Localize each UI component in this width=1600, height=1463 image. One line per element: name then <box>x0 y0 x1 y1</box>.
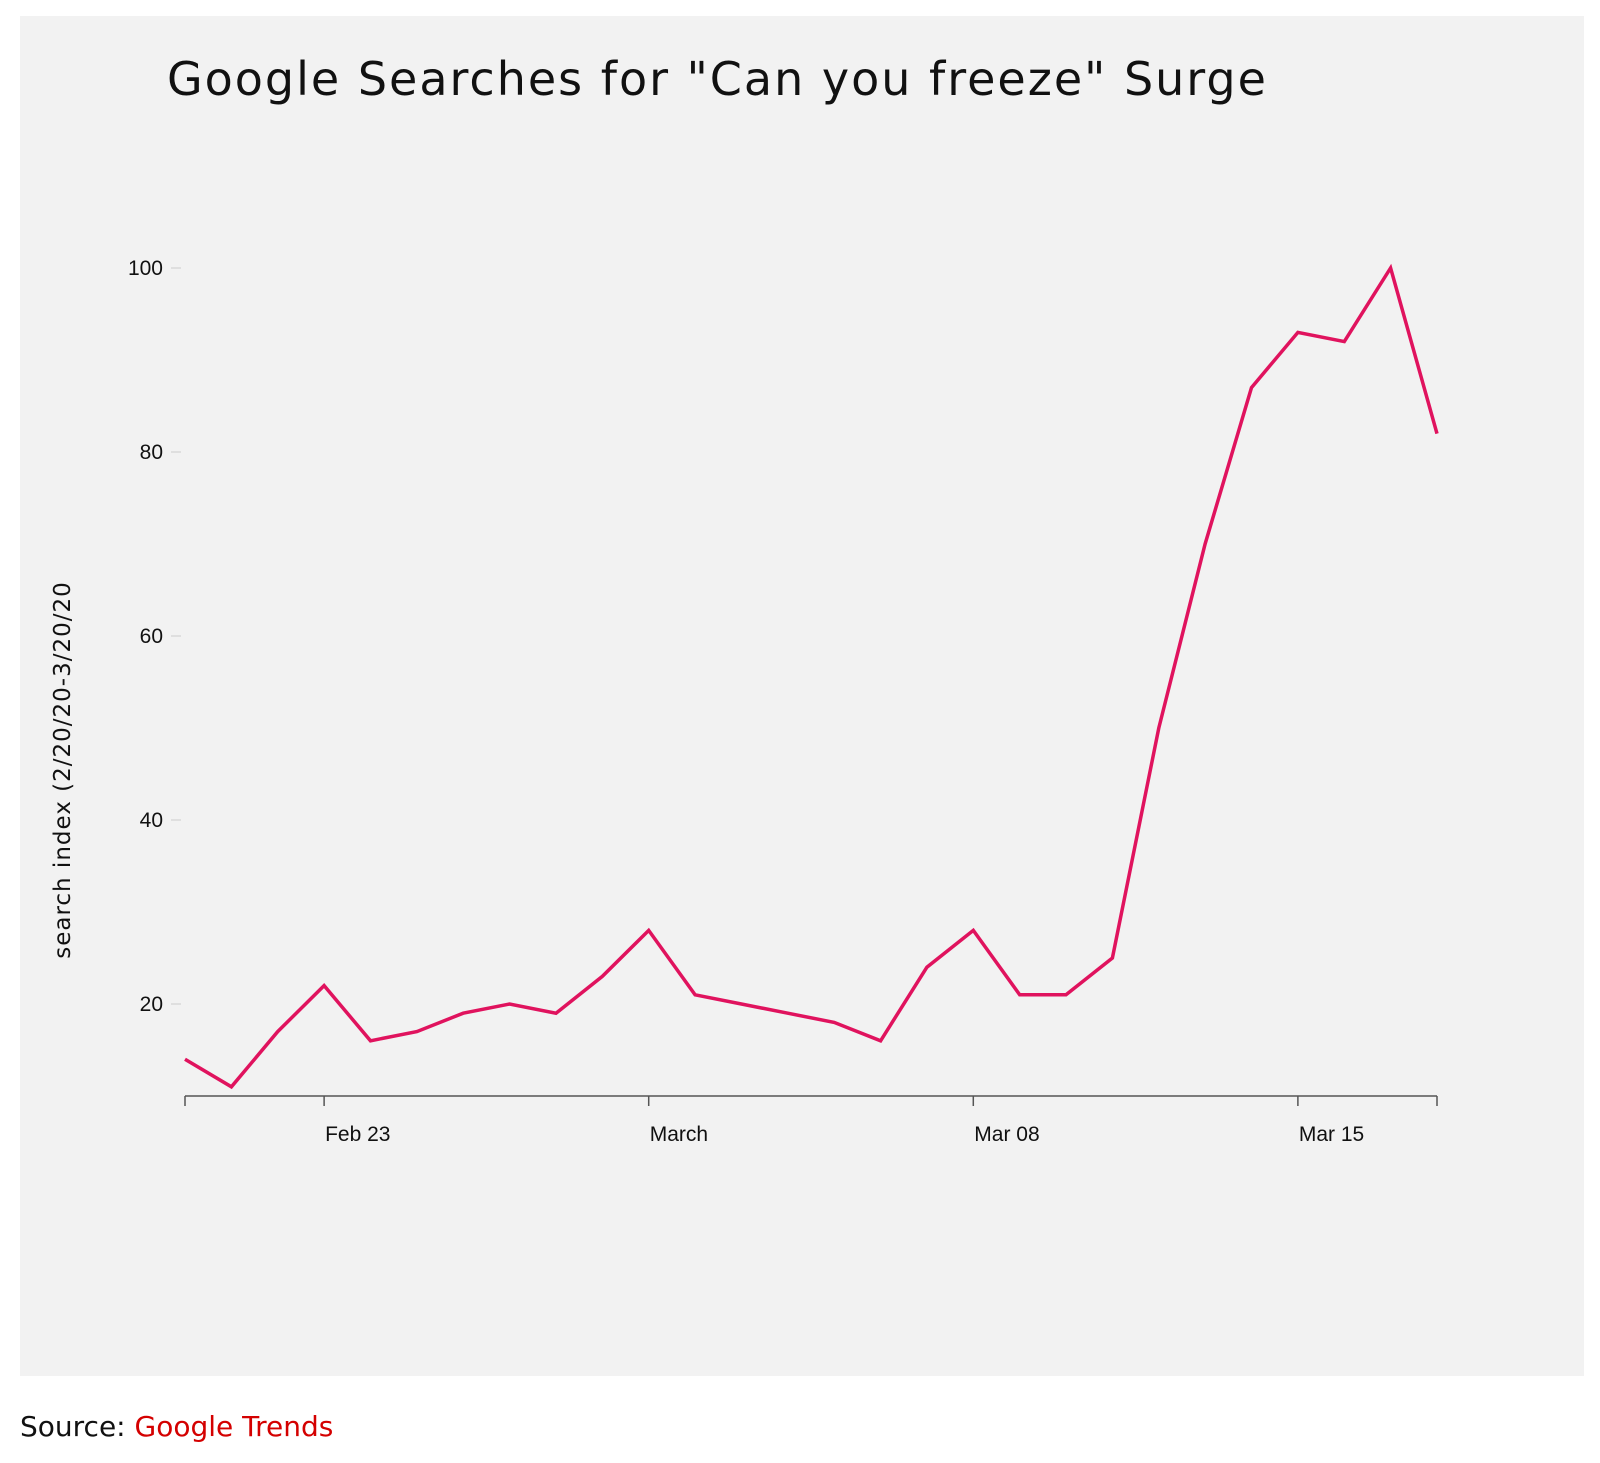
y-tick-label: 80 <box>140 441 163 464</box>
x-tick-label: Feb 23 <box>325 1123 390 1146</box>
series-line <box>184 263 1439 1090</box>
y-tick-label: 60 <box>140 625 163 648</box>
x-tick-label: Mar 08 <box>974 1123 1039 1146</box>
chart-title: Google Searches for "Can you freeze" Sur… <box>167 52 1268 106</box>
x-axis: Feb 23 March Mar 08 Mar 15 <box>184 1095 1438 1146</box>
y-tick-label: 40 <box>140 809 163 832</box>
x-tick-label: Mar 15 <box>1299 1123 1364 1146</box>
x-tick-label: March <box>650 1123 708 1146</box>
y-tick-label: 20 <box>140 993 163 1016</box>
series-layer <box>184 263 1439 1090</box>
source-note: Source: Google Trends <box>20 1410 333 1443</box>
y-tick-label: 100 <box>128 257 163 280</box>
chart-panel <box>20 16 1584 1376</box>
y-axis-label: search index (2/20/20-3/20/20 <box>50 581 76 959</box>
source-label: Source: <box>20 1410 135 1443</box>
y-axis: 20 40 60 80 100 <box>128 257 181 1016</box>
source-link[interactable]: Google Trends <box>134 1410 334 1443</box>
